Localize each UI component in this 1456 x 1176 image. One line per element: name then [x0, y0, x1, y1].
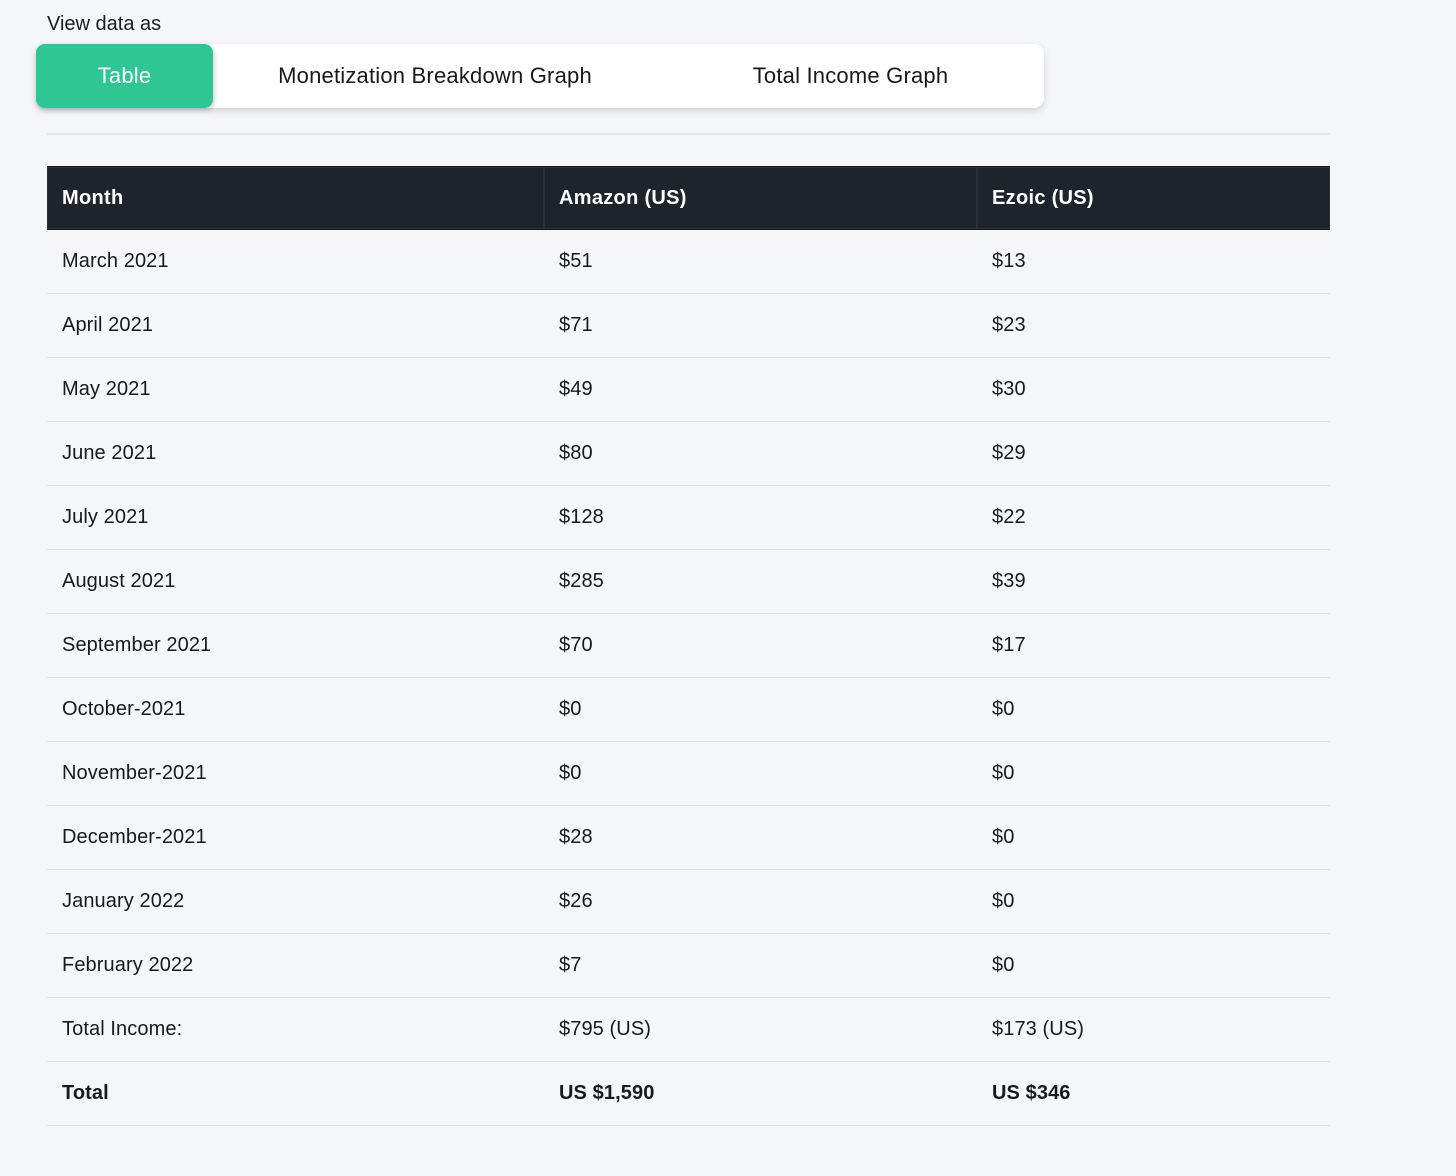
ezoic-cell: US $346 [977, 1061, 1330, 1126]
month-cell: Total [47, 1061, 544, 1126]
amazon-cell: $49 [544, 357, 977, 422]
amazon-cell: $71 [544, 293, 977, 358]
amazon-cell: $26 [544, 869, 977, 934]
section-divider [47, 133, 1330, 135]
month-cell: February 2022 [47, 933, 544, 998]
table-row: April 2021 $71 $23 [47, 293, 1330, 358]
month-cell: March 2021 [47, 229, 544, 294]
table-row: August 2021 $285 $39 [47, 549, 1330, 614]
ezoic-cell: $0 [977, 933, 1330, 998]
month-cell: August 2021 [47, 549, 544, 614]
table-row: June 2021 $80 $29 [47, 421, 1330, 486]
month-cell: December-2021 [47, 805, 544, 870]
ezoic-cell: $0 [977, 741, 1330, 806]
ezoic-cell: $23 [977, 293, 1330, 358]
ezoic-cell: $13 [977, 229, 1330, 294]
table-body: March 2021 $51 $13 April 2021 $71 $23 Ma… [47, 229, 1330, 1126]
column-header-ezoic: Ezoic (US) [977, 166, 1330, 230]
income-table: Month Amazon (US) Ezoic (US) March 2021 … [47, 166, 1330, 1126]
month-cell: Total Income: [47, 997, 544, 1062]
ezoic-cell: $22 [977, 485, 1330, 550]
amazon-cell: $51 [544, 229, 977, 294]
amazon-cell: $0 [544, 741, 977, 806]
table-row: September 2021 $70 $17 [47, 613, 1330, 678]
ezoic-cell: $30 [977, 357, 1330, 422]
ezoic-cell: $0 [977, 869, 1330, 934]
tab-table[interactable]: Table [36, 44, 213, 108]
amazon-cell: $70 [544, 613, 977, 678]
month-cell: January 2022 [47, 869, 544, 934]
amazon-cell: $28 [544, 805, 977, 870]
ezoic-cell: $0 [977, 805, 1330, 870]
month-cell: November-2021 [47, 741, 544, 806]
ezoic-cell: $39 [977, 549, 1330, 614]
ezoic-cell: $17 [977, 613, 1330, 678]
table-row: November-2021 $0 $0 [47, 741, 1330, 806]
income-table-header: Month Amazon (US) Ezoic (US) [47, 166, 1330, 230]
month-cell: April 2021 [47, 293, 544, 358]
tab-monetization-breakdown-graph[interactable]: Monetization Breakdown Graph [213, 44, 657, 108]
ezoic-cell: $29 [977, 421, 1330, 486]
month-cell: September 2021 [47, 613, 544, 678]
amazon-cell: $128 [544, 485, 977, 550]
column-header-month: Month [47, 166, 544, 230]
month-cell: October-2021 [47, 677, 544, 742]
ezoic-cell: $0 [977, 677, 1330, 742]
month-cell: July 2021 [47, 485, 544, 550]
amazon-cell: $795 (US) [544, 997, 977, 1062]
tab-total-income-graph[interactable]: Total Income Graph [657, 44, 1044, 108]
view-mode-tab-bar: Table Monetization Breakdown Graph Total… [36, 44, 1044, 108]
ezoic-cell: $173 (US) [977, 997, 1330, 1062]
table-row: February 2022 $7 $0 [47, 933, 1330, 998]
column-header-amazon: Amazon (US) [544, 166, 977, 230]
month-cell: June 2021 [47, 421, 544, 486]
page-content: View data as Table Monetization Breakdow… [36, 0, 1330, 1126]
amazon-cell: US $1,590 [544, 1061, 977, 1126]
amazon-cell: $80 [544, 421, 977, 486]
table-row: January 2022 $26 $0 [47, 869, 1330, 934]
view-data-as-label: View data as [47, 13, 162, 35]
table-row: October-2021 $0 $0 [47, 677, 1330, 742]
table-row: Total US $1,590 US $346 [47, 1061, 1330, 1126]
table-row: May 2021 $49 $30 [47, 357, 1330, 422]
amazon-cell: $285 [544, 549, 977, 614]
table-row: March 2021 $51 $13 [47, 229, 1330, 294]
table-row: Total Income: $795 (US) $173 (US) [47, 997, 1330, 1062]
amazon-cell: $0 [544, 677, 977, 742]
month-cell: May 2021 [47, 357, 544, 422]
table-row: December-2021 $28 $0 [47, 805, 1330, 870]
table-row: July 2021 $128 $22 [47, 485, 1330, 550]
amazon-cell: $7 [544, 933, 977, 998]
